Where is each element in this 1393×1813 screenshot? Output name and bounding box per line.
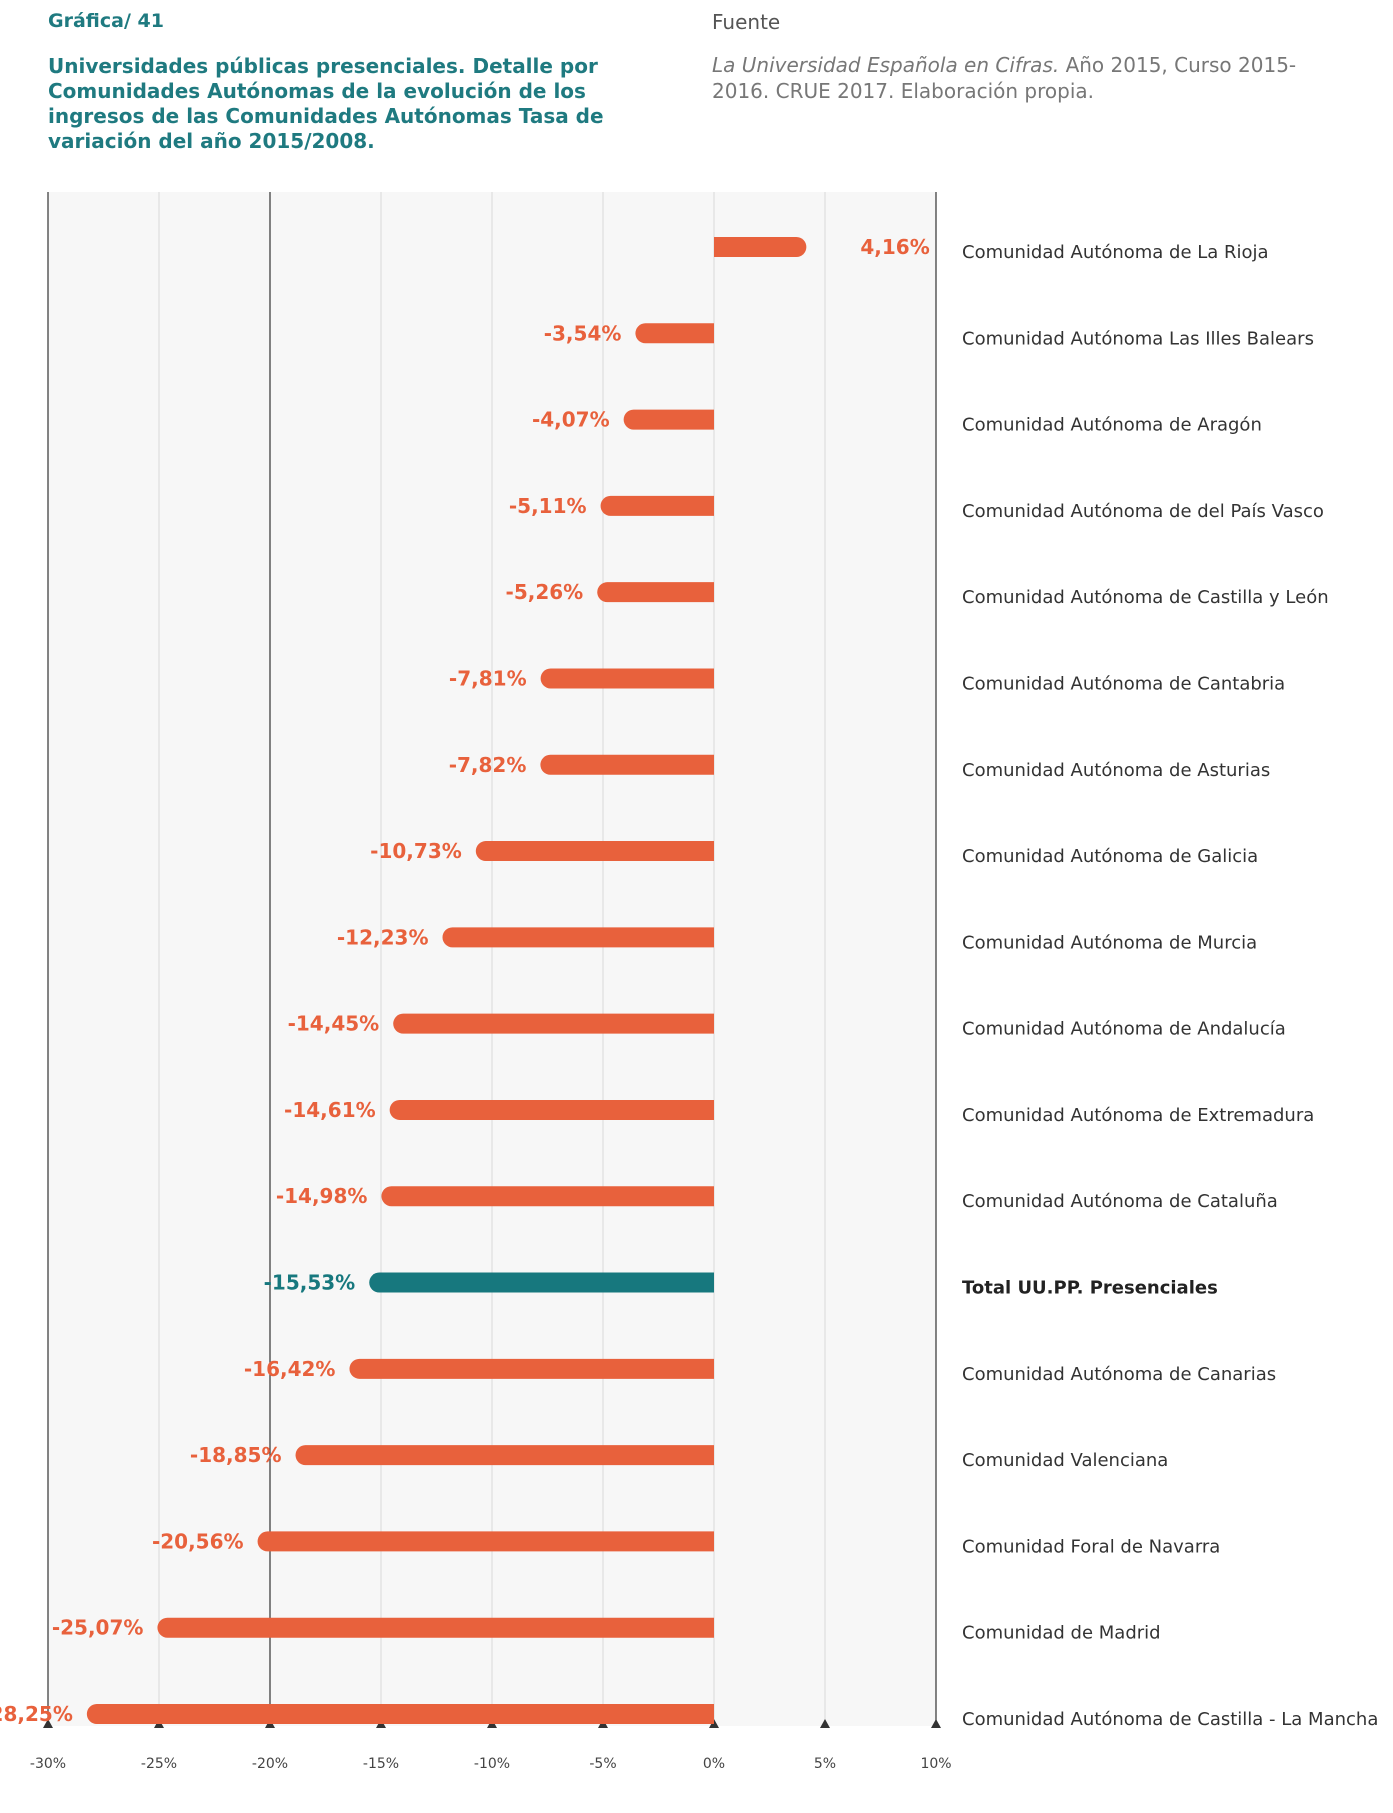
source-text: La Universidad Española en Cifras. Año 2…: [712, 52, 1352, 104]
category-label: Comunidad Autónoma de Galicia: [962, 846, 1258, 867]
data-label: -14,45%: [288, 1012, 380, 1036]
category-label: Comunidad Autónoma de Murcia: [962, 932, 1257, 953]
bar: [389, 1099, 714, 1120]
bar: [295, 1445, 714, 1466]
bar: [540, 668, 714, 689]
data-label: -4,07%: [532, 408, 610, 432]
data-label: -10,73%: [370, 839, 462, 863]
category-label: Comunidad Autónoma de del País Vasco: [962, 501, 1324, 522]
data-label: -18,85%: [190, 1443, 282, 1467]
data-label: -7,81%: [449, 666, 527, 690]
category-label: Comunidad de Madrid: [962, 1623, 1161, 1644]
data-label: -3,54%: [544, 321, 622, 345]
data-label: -28,25%: [0, 1702, 73, 1726]
source-block: Fuente La Universidad Española en Cifras…: [712, 10, 1352, 104]
x-tick-label: -30%: [30, 1756, 66, 1772]
bar: [257, 1531, 714, 1552]
source-details: Año 2015, Curso 2015-2016. CRUE 2017. El…: [712, 53, 1297, 103]
bar: [475, 841, 714, 862]
x-tick-label: 10%: [920, 1756, 951, 1772]
axis-tick-marker: [820, 1719, 830, 1728]
bar: [714, 237, 807, 257]
chart-title: Universidades públicas presenciales. Det…: [48, 54, 604, 153]
bar: [381, 1186, 714, 1207]
x-tick-label: -25%: [141, 1756, 177, 1772]
category-label: Comunidad Autónoma de La Rioja: [962, 242, 1269, 263]
category-label: Comunidad Autónoma de Aragón: [962, 415, 1262, 436]
bar: [597, 582, 714, 603]
x-tick-label: -15%: [363, 1756, 399, 1772]
bar: [540, 754, 714, 775]
chart-header: Gráfica/ 41 Universidades públicas prese…: [48, 10, 668, 154]
figure-label: Gráfica/ 41: [48, 10, 164, 32]
category-label: Comunidad Autónoma de Cataluña: [962, 1191, 1278, 1212]
x-tick-label: -10%: [474, 1756, 510, 1772]
bar: [600, 495, 714, 516]
category-label: Comunidad Autónoma de Castilla - La Manc…: [962, 1709, 1378, 1730]
axis-tick-marker: [43, 1719, 53, 1728]
data-label: -14,61%: [284, 1098, 376, 1122]
data-label: -12,23%: [337, 925, 429, 949]
total-bar: [369, 1272, 714, 1293]
axis-tick-marker: [931, 1719, 941, 1728]
data-label: -16,42%: [244, 1357, 336, 1381]
source-publication: La Universidad Española en Cifras.: [712, 53, 1060, 77]
category-label: Comunidad Autónoma Las Illes Balears: [962, 328, 1314, 349]
data-label: -20,56%: [152, 1529, 244, 1553]
x-tick-label: 0%: [703, 1756, 725, 1772]
data-label: -7,82%: [449, 753, 527, 777]
bar: [393, 1013, 714, 1034]
data-label: 4,16%: [860, 235, 929, 259]
category-label: Comunidad Autónoma de Castilla y León: [962, 587, 1329, 608]
x-tick-label: -5%: [589, 1756, 616, 1772]
data-label: -5,11%: [509, 494, 587, 518]
bar: [623, 409, 714, 430]
x-tick-label: -20%: [252, 1756, 288, 1772]
category-label: Comunidad Valenciana: [962, 1450, 1168, 1471]
category-label: Comunidad Autónoma de Canarias: [962, 1364, 1276, 1385]
category-label: Comunidad Autónoma de Andalucía: [962, 1019, 1286, 1040]
category-label: Comunidad Autónoma de Cantabria: [962, 673, 1285, 694]
category-label: Total UU.PP. Presenciales: [962, 1278, 1218, 1299]
category-label: Comunidad Autónoma de Extremadura: [962, 1105, 1314, 1126]
data-label: -14,98%: [276, 1184, 368, 1208]
bar: [635, 323, 714, 344]
bar: [86, 1704, 715, 1724]
data-label: -25,07%: [52, 1616, 144, 1640]
bar: [442, 927, 714, 948]
data-label: -15,53%: [264, 1271, 356, 1295]
bar: [157, 1617, 715, 1638]
bar: [349, 1358, 714, 1379]
source-label: Fuente: [712, 10, 781, 34]
category-label: Comunidad Autónoma de Asturias: [962, 760, 1270, 781]
data-label: -5,26%: [506, 580, 584, 604]
x-tick-label: 5%: [814, 1756, 836, 1772]
category-label: Comunidad Foral de Navarra: [962, 1536, 1220, 1557]
